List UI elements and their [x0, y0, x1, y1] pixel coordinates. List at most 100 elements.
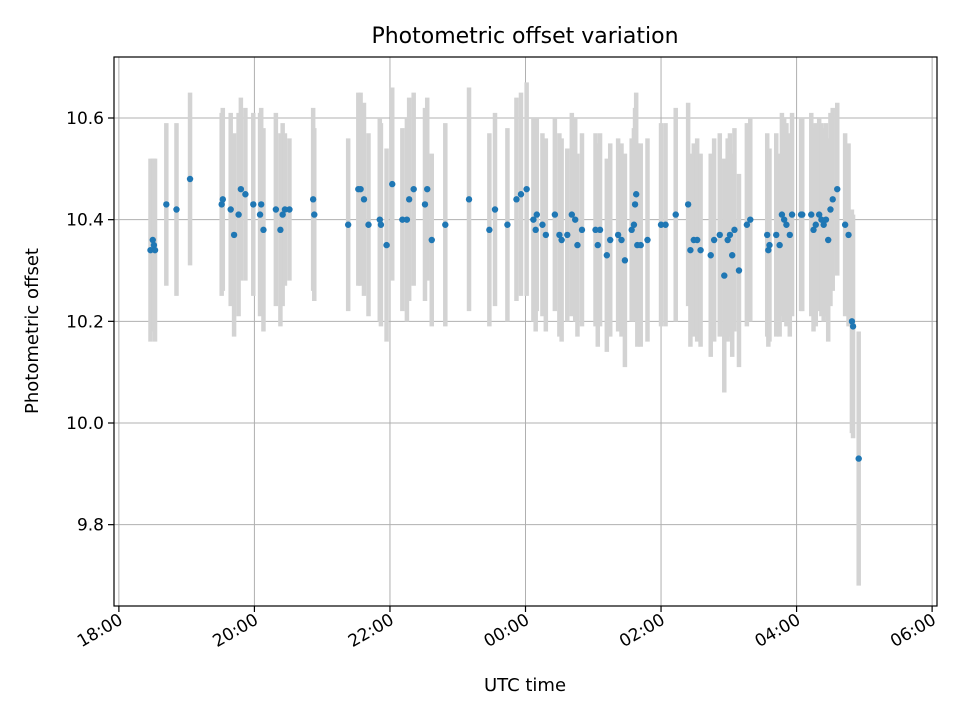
data-point	[637, 241, 644, 249]
data-point	[764, 231, 771, 239]
data-point	[799, 211, 806, 218]
x-tick-label: 22:00	[345, 610, 397, 652]
data-point	[360, 196, 368, 203]
data-point	[726, 231, 734, 239]
data-point	[766, 241, 773, 249]
y-tick-label: 10.0	[66, 414, 104, 434]
data-point	[286, 206, 293, 213]
data-point	[564, 231, 571, 239]
x-axis-ticks: 18:00 20:00 22:00 00:00 02:00 04:00 06:00	[74, 606, 940, 652]
data-point	[539, 221, 546, 228]
data-point	[841, 221, 849, 228]
data-point	[662, 221, 669, 228]
data-point	[829, 196, 836, 203]
data-point	[257, 201, 265, 208]
data-point	[848, 318, 856, 325]
data-point	[657, 221, 665, 228]
data-point	[596, 226, 604, 234]
data-point	[424, 185, 431, 193]
data-point	[731, 226, 738, 234]
data-point	[442, 221, 449, 228]
data-point	[810, 226, 817, 234]
y-tick-label: 10.6	[66, 109, 104, 129]
data-point	[219, 196, 226, 203]
data-point	[405, 196, 413, 203]
data-point	[344, 221, 352, 228]
y-axis-ticks: 9.8 10.0 10.2 10.4 10.6	[66, 109, 114, 536]
data-point	[578, 226, 586, 234]
data-point	[765, 246, 772, 254]
data-point	[672, 211, 679, 218]
data-point	[644, 236, 651, 244]
data-point	[149, 236, 156, 244]
data-point	[834, 185, 841, 193]
y-tick-label: 10.2	[66, 312, 104, 332]
data-point	[523, 185, 530, 193]
data-point	[399, 216, 406, 223]
data-point	[428, 236, 435, 244]
data-point	[403, 216, 411, 223]
data-point	[504, 221, 511, 228]
data-point	[383, 241, 390, 249]
data-point	[721, 272, 728, 279]
data-point	[260, 226, 267, 234]
data-point	[815, 211, 823, 218]
data-point	[486, 226, 493, 234]
data-point	[551, 211, 559, 218]
error-bars	[148, 82, 861, 586]
data-point	[377, 221, 385, 228]
data-point	[227, 206, 234, 213]
data-point	[747, 216, 754, 223]
data-point	[845, 231, 852, 239]
data-point	[235, 211, 242, 218]
data-point	[628, 226, 635, 234]
x-axis-label: UTC time	[484, 675, 566, 696]
x-tick-label: 18:00	[74, 610, 126, 652]
data-point	[532, 226, 539, 234]
data-point	[697, 246, 704, 254]
data-point	[163, 201, 170, 208]
data-point	[533, 211, 540, 218]
data-point	[410, 185, 417, 193]
data-point	[558, 236, 565, 244]
data-point	[827, 206, 834, 213]
data-point	[491, 206, 499, 213]
data-point	[542, 231, 550, 239]
data-point	[272, 206, 280, 213]
data-point	[716, 231, 723, 239]
data-point	[825, 236, 832, 244]
data-point	[812, 221, 819, 228]
data-point	[365, 221, 372, 228]
data-point	[150, 241, 158, 249]
data-point	[808, 211, 815, 218]
data-point	[818, 216, 825, 223]
data-point	[822, 216, 830, 223]
data-point	[237, 185, 245, 193]
data-point	[151, 246, 159, 254]
data-point	[242, 191, 249, 198]
y-axis-label: Photometric offset	[22, 248, 43, 414]
data-point	[603, 252, 611, 259]
data-point	[513, 196, 520, 203]
data-point	[256, 211, 264, 218]
data-point	[778, 211, 786, 218]
data-point	[743, 221, 751, 228]
data-point	[783, 221, 790, 228]
data-point	[218, 201, 225, 208]
data-point	[728, 252, 736, 259]
data-point	[594, 241, 601, 249]
data-point	[230, 231, 238, 239]
data-point	[357, 185, 364, 193]
data-point	[630, 221, 638, 228]
x-tick-label: 06:00	[887, 610, 939, 652]
data-point	[614, 231, 622, 239]
data-points	[147, 175, 862, 462]
data-point	[311, 211, 318, 218]
x-tick-label: 00:00	[481, 610, 533, 652]
data-point	[147, 246, 154, 254]
data-point	[607, 236, 614, 244]
data-point	[568, 211, 576, 218]
data-point	[788, 211, 796, 218]
data-point	[465, 196, 473, 203]
data-point	[530, 216, 537, 223]
